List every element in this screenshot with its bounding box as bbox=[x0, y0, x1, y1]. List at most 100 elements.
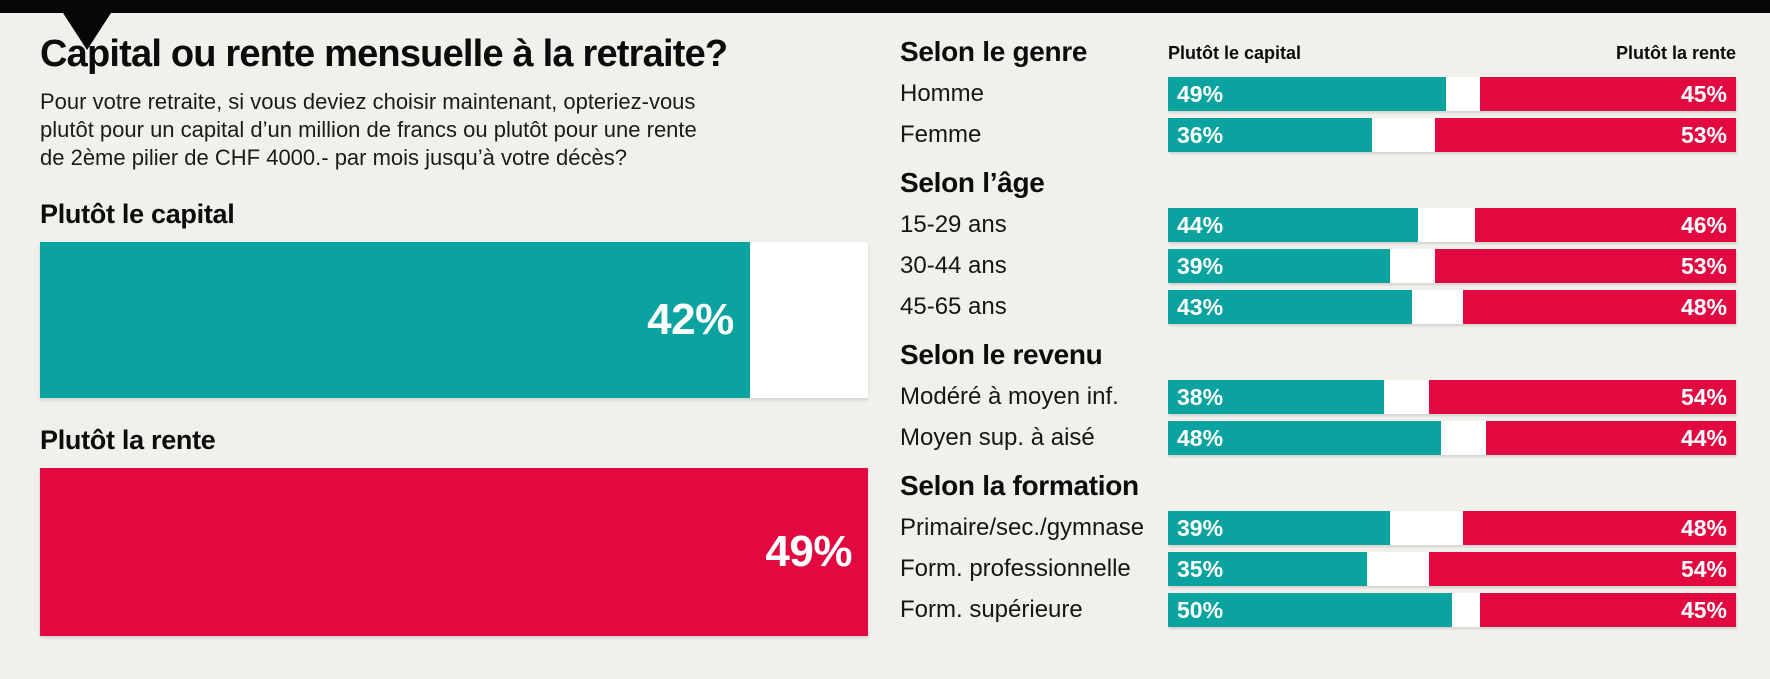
capital-bar: 35% bbox=[1168, 552, 1367, 586]
breakdown-row: Form. supérieure 50% 45% bbox=[900, 593, 1736, 627]
capital-bar: 36% bbox=[1168, 118, 1373, 152]
rente-bar-value: 48% bbox=[1680, 293, 1727, 320]
breakdown-group: Selon l’âge 15-29 ans 44% 46% 30-44 ans 39% 53… bbox=[900, 166, 1736, 324]
capital-bar: 39% bbox=[1168, 249, 1390, 283]
rente-bar: 46% bbox=[1474, 208, 1736, 242]
rente-bar-label: Plutôt la rente bbox=[40, 424, 216, 455]
rente-bar: 53% bbox=[1434, 118, 1736, 152]
capital-bar: 49% bbox=[1168, 77, 1447, 111]
group-title: Selon le revenu bbox=[900, 339, 1103, 370]
capital-bar-track: 42% bbox=[40, 241, 868, 398]
capital-bar: 43% bbox=[1168, 290, 1413, 324]
overall-chart-column: Capital ou rente mensuelle à la retraite… bbox=[40, 13, 868, 636]
group-header: Selon le genre Plutôt le capital Plutôt la… bbox=[900, 35, 1736, 69]
rente-bar-value: 54% bbox=[1680, 383, 1727, 410]
group-header: Selon le revenu bbox=[900, 338, 1736, 372]
capital-bar-value: 44% bbox=[1177, 211, 1224, 238]
row-bar-track: 49% 45% bbox=[1168, 77, 1736, 111]
rente-bar-value: 44% bbox=[1680, 424, 1727, 451]
group-title: Selon la formation bbox=[900, 470, 1139, 501]
breakdown-row: Primaire/sec./gymnase 39% 48% bbox=[900, 511, 1736, 545]
page-title: Capital ou rente mensuelle à la retraite… bbox=[40, 33, 728, 75]
capital-bar-value: 50% bbox=[1177, 596, 1224, 623]
row-label: Primaire/sec./gymnase bbox=[900, 514, 1145, 541]
rente-bar-value: 46% bbox=[1680, 211, 1727, 238]
legend-capital-label: Plutôt le capital bbox=[1168, 43, 1302, 63]
row-bar-track: 50% 45% bbox=[1168, 593, 1736, 627]
row-label: Form. professionnelle bbox=[900, 555, 1131, 582]
breakdown-row: 15-29 ans 44% 46% bbox=[900, 208, 1736, 242]
subtitle-line: plutôt pour un capital d’un million de f… bbox=[40, 116, 697, 142]
breakdown-column: Selon le genre Plutôt le capital Plutôt la… bbox=[900, 13, 1736, 634]
capital-bar: 50% bbox=[1168, 593, 1452, 627]
breakdown-group: Selon le revenu Modéré à moyen inf. 38% 54%… bbox=[900, 338, 1736, 455]
rente-bar-track: 49% bbox=[40, 467, 868, 636]
rente-bar-value: 53% bbox=[1680, 252, 1727, 279]
group-title: Selon le genre bbox=[900, 36, 1088, 67]
rente-bar: 45% bbox=[1480, 77, 1736, 111]
breakdown-row: Femme 36% 53% bbox=[900, 118, 1736, 152]
breakdown-row: 45-65 ans 43% 48% bbox=[900, 290, 1736, 324]
capital-bar-value: 42% bbox=[647, 294, 734, 344]
chart-subtitle: Pour votre retraite, si vous deviez choi… bbox=[40, 88, 868, 172]
capital-bar-value: 39% bbox=[1177, 252, 1224, 279]
rente-bar-value: 45% bbox=[1680, 80, 1727, 107]
subtitle-line: de 2ème pilier de CHF 4000.- par mois ju… bbox=[40, 144, 627, 170]
group-title: Selon l’âge bbox=[900, 167, 1045, 198]
rente-bar: 53% bbox=[1434, 249, 1736, 283]
breakdown-group: Selon le genre Plutôt le capital Plutôt la… bbox=[900, 35, 1736, 152]
bar-column-legend: Plutôt le capital Plutôt la rente bbox=[1168, 43, 1736, 69]
subtitle-line: Pour votre retraite, si vous deviez choi… bbox=[40, 88, 696, 114]
rente-bar: 48% bbox=[1463, 511, 1736, 545]
capital-bar-value: 36% bbox=[1177, 121, 1224, 148]
top-bar-pointer-tail bbox=[63, 13, 111, 50]
breakdown-row: Form. professionnelle 35% 54% bbox=[900, 552, 1736, 586]
breakdown-row: Moyen sup. à aisé 48% 44% bbox=[900, 421, 1736, 455]
capital-bar: 44% bbox=[1168, 208, 1418, 242]
row-bar-track: 43% 48% bbox=[1168, 290, 1736, 324]
row-label: Form. supérieure bbox=[900, 596, 1083, 623]
row-label: Femme bbox=[900, 121, 982, 148]
rente-bar: 54% bbox=[1429, 552, 1736, 586]
breakdown-row: 30-44 ans 39% 53% bbox=[900, 249, 1736, 283]
rente-bar-fill: 49% bbox=[40, 467, 868, 636]
capital-bar-value: 43% bbox=[1177, 293, 1224, 320]
capital-bar-value: 38% bbox=[1177, 383, 1224, 410]
row-bar-track: 48% 44% bbox=[1168, 421, 1736, 455]
breakdown-row: Modéré à moyen inf. 38% 54% bbox=[900, 380, 1736, 414]
group-header: Selon l’âge bbox=[900, 166, 1736, 200]
row-bar-track: 39% 48% bbox=[1168, 511, 1736, 545]
row-label: Homme bbox=[900, 80, 985, 107]
row-bar-track: 38% 54% bbox=[1168, 380, 1736, 414]
capital-bar: 48% bbox=[1168, 421, 1441, 455]
row-label: 30-44 ans bbox=[900, 252, 1007, 279]
group-header: Selon la formation bbox=[900, 469, 1736, 503]
legend-rente-label: Plutôt la rente bbox=[1615, 43, 1736, 63]
capital-bar-value: 39% bbox=[1177, 514, 1224, 541]
rente-bar-value: 53% bbox=[1680, 121, 1727, 148]
row-bar-track: 36% 53% bbox=[1168, 118, 1736, 152]
top-black-bar bbox=[0, 0, 1770, 13]
capital-bar-fill: 42% bbox=[40, 241, 750, 398]
row-label: Modéré à moyen inf. bbox=[900, 383, 1119, 410]
row-bar-track: 39% 53% bbox=[1168, 249, 1736, 283]
rente-bar: 48% bbox=[1463, 290, 1736, 324]
rente-bar-value: 49% bbox=[765, 526, 852, 576]
row-label: Moyen sup. à aisé bbox=[900, 424, 1095, 451]
capital-bar-value: 49% bbox=[1177, 80, 1224, 107]
row-label: 45-65 ans bbox=[900, 293, 1007, 320]
breakdown-row: Homme 49% 45% bbox=[900, 77, 1736, 111]
rente-bar-value: 48% bbox=[1680, 514, 1727, 541]
breakdown-groups: Selon le genre Plutôt le capital Plutôt la… bbox=[900, 35, 1736, 627]
rente-bar-value: 45% bbox=[1680, 596, 1727, 623]
capital-bar-value: 35% bbox=[1177, 555, 1224, 582]
capital-bar: 38% bbox=[1168, 380, 1384, 414]
breakdown-group: Selon la formation Primaire/sec./gymnase 3… bbox=[900, 469, 1736, 627]
rente-bar: 54% bbox=[1429, 380, 1736, 414]
rente-bar-value: 54% bbox=[1680, 555, 1727, 582]
row-bar-track: 35% 54% bbox=[1168, 552, 1736, 586]
rente-bar: 44% bbox=[1486, 421, 1736, 455]
capital-bar-value: 48% bbox=[1177, 424, 1224, 451]
row-label: 15-29 ans bbox=[900, 211, 1007, 238]
